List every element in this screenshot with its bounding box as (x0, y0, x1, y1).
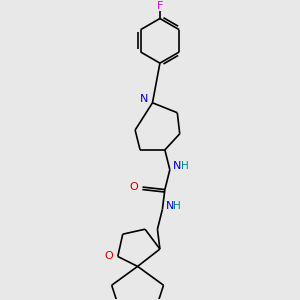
Text: H: H (173, 201, 181, 211)
Text: N: N (173, 161, 182, 171)
Text: N: N (166, 201, 174, 211)
Text: H: H (181, 161, 189, 171)
Text: F: F (157, 1, 163, 11)
Text: O: O (105, 251, 113, 262)
Text: O: O (130, 182, 138, 192)
Text: N: N (140, 94, 148, 104)
